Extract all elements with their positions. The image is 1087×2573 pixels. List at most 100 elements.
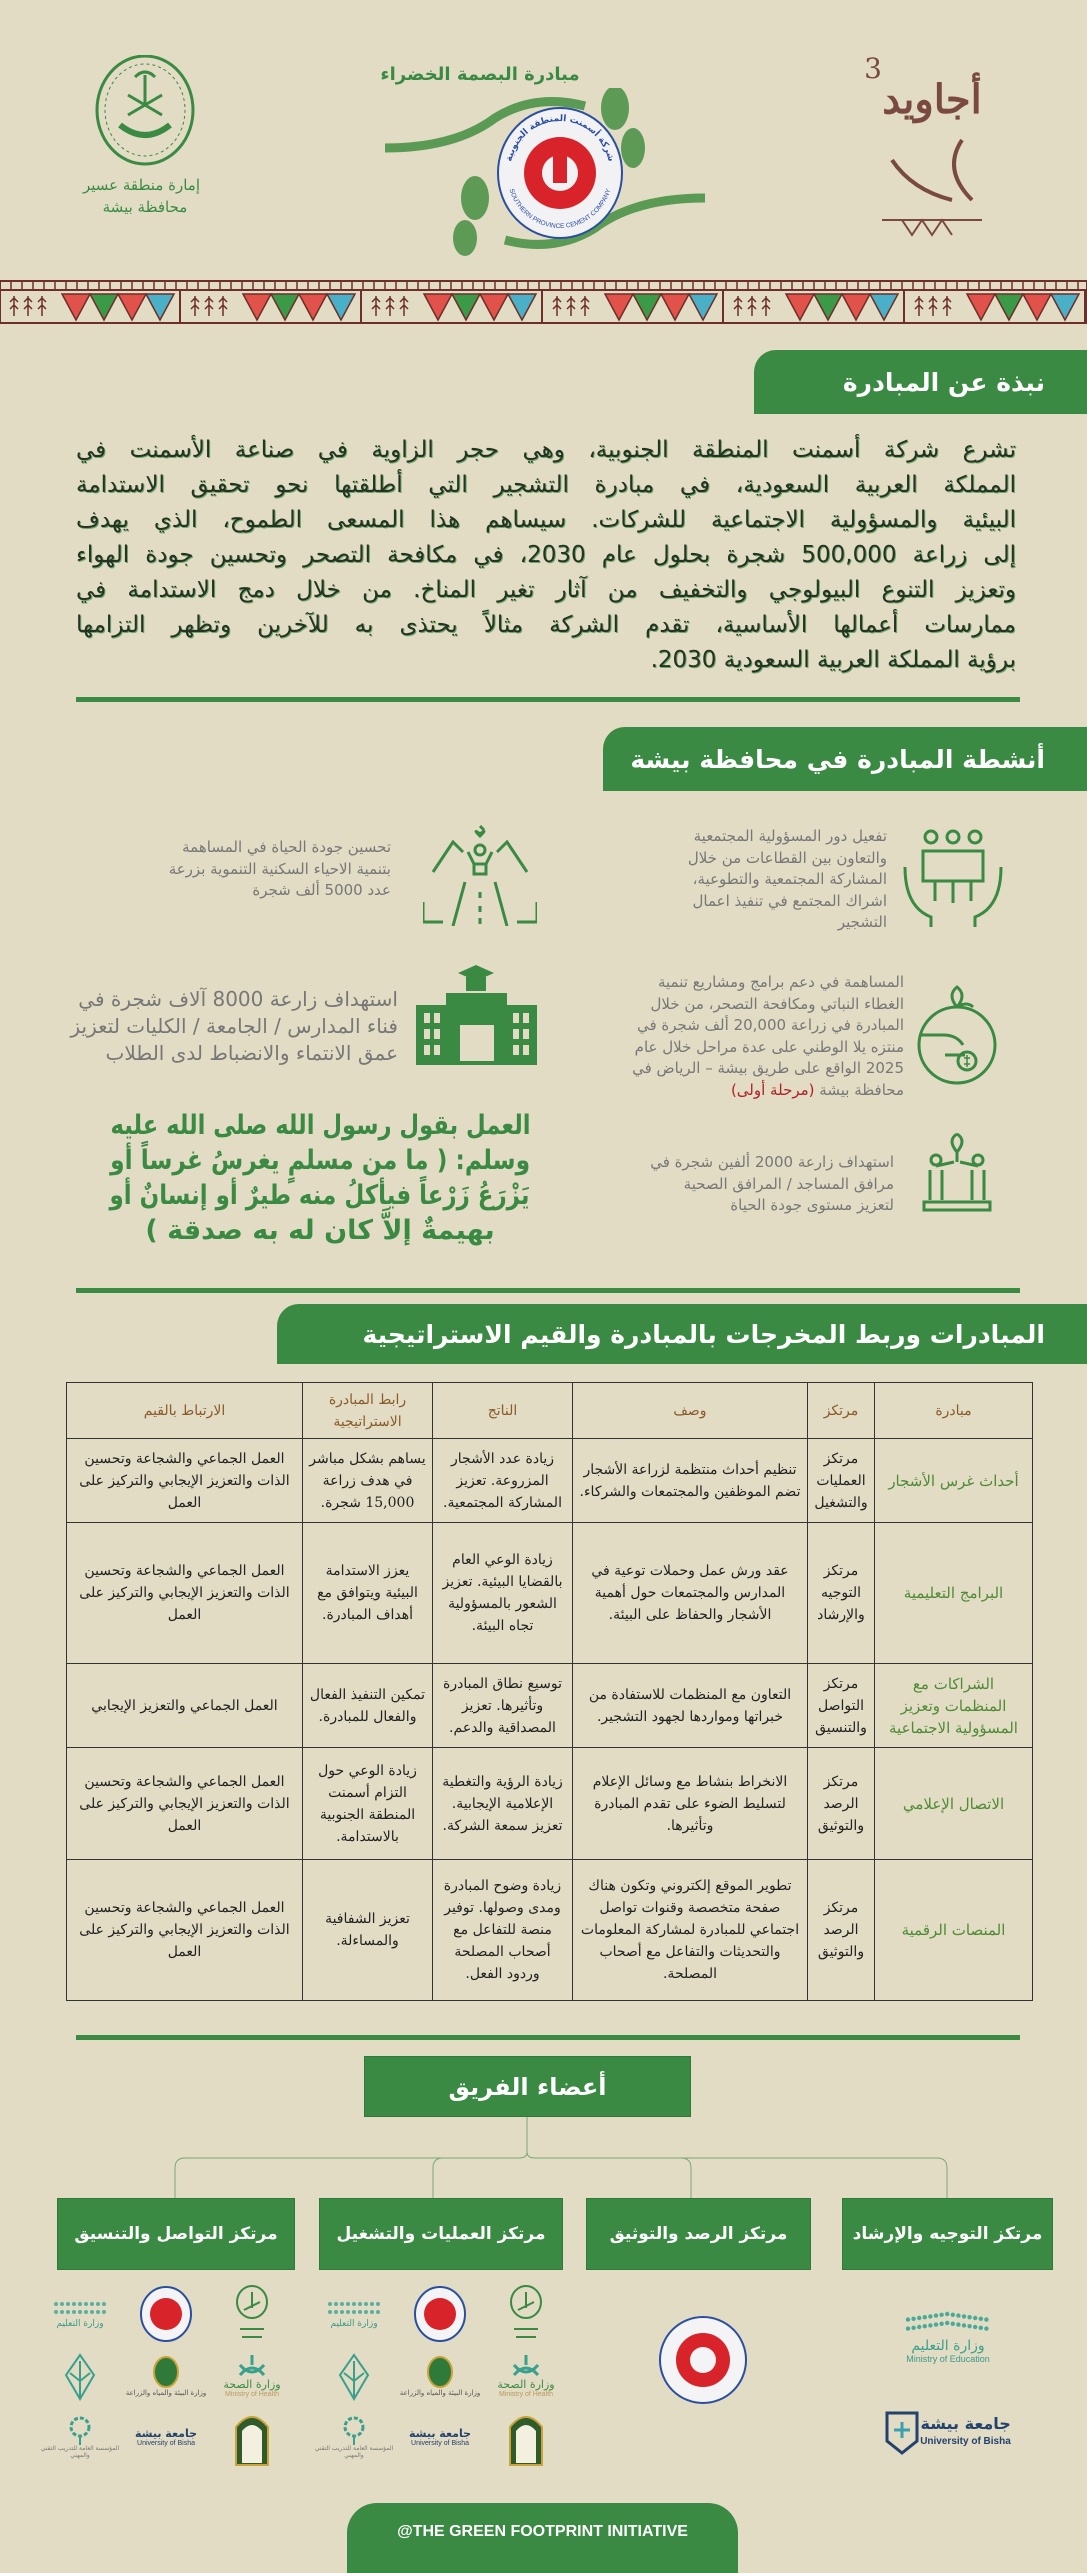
people-planting-icon — [922, 1132, 992, 1220]
sadu-ornament-band — [0, 280, 1087, 324]
activity-line: اشراك المجتمع في تنفيذ اعمال — [692, 891, 887, 910]
activity-line: تحسين جودة الحياة في المساهمة — [182, 838, 391, 856]
islamic-affairs-logo — [484, 2407, 568, 2469]
asir-emirate-logo — [210, 2283, 294, 2345]
activity-line: استهداف زارعة 2000 ألفين شجرة في — [650, 1153, 894, 1171]
header: إمارة منطقة عسير محافظة بيشة مبادرة البصم… — [0, 0, 1087, 330]
school-building-icon — [416, 965, 537, 1069]
table-row: المنصات الرقمية مرتكز الرصد والتوثيق تطوير… — [66, 1859, 1033, 2001]
activity-line: استهداف زارعة 8000 آلاف شجرة في — [78, 987, 398, 1011]
table-cell: العمل الجماعي والشجاعة وتحسين الذات والت… — [66, 1438, 303, 1523]
ajaweed-lettering: أجاويد — [882, 76, 982, 123]
ministry-of-health-logo: وزارة الصحة Ministry of Health — [484, 2345, 568, 2407]
activity-mosques-text: استهداف زارعة 2000 ألفين شجرة في مرافق ال… — [634, 1152, 894, 1217]
section-divider — [76, 1288, 1020, 1293]
table-cell: زيادة عدد الأشجار المزروعة. تعزيز المشار… — [432, 1438, 573, 1523]
paragraph-line: وتعزيز التنوع البيولوجي والتخفيف من آثار… — [76, 577, 1016, 603]
activity-line: والتعاون بين القطاعات من خلال — [687, 848, 887, 867]
ministry-of-education-logo: وزارة التعليم — [38, 2283, 122, 2345]
quote-line: بهيمةٌ إلاَّ كان له به صدقة ) — [145, 1215, 495, 1246]
asir-emirate-lettering: إمارة منطقة عسير محافظة بيشة — [82, 176, 200, 216]
table-cell: المنصات الرقمية — [874, 1859, 1033, 2001]
table-cell: زيادة الوعي حول التزام أسمنت المنطقة الج… — [302, 1747, 433, 1860]
column-header: رابط المبادرة الاستراتيجية — [302, 1382, 433, 1439]
table-cell: مرتكز التواصل والتنسيق — [807, 1663, 875, 1748]
phase-highlight: (مرحلة أولى) — [730, 1080, 815, 1099]
paragraph-line: المملكة العربية السعودية، في مبادرة التش… — [76, 472, 1016, 498]
footer-handle: @THE GREEN FOOTPRINT INITIATIVE — [347, 2503, 738, 2573]
team-center-box: مرتكز الرصد والتوثيق — [586, 2198, 811, 2270]
forestry-center-logo — [38, 2345, 122, 2407]
table-cell: البرامج التعليمية — [874, 1522, 1033, 1664]
table-cell: زيادة وضوح المبادرة ومدى وصولها. توفير م… — [432, 1859, 573, 2001]
table-cell: عقد ورش عمل وحملات توعية في المدارس والم… — [572, 1522, 808, 1664]
activity-park-text: المساهمة في دعم برامج ومشاريع تنمية الغطا… — [614, 972, 904, 1101]
university-of-bisha-logo: جامعة بيشة University of Bisha — [870, 2408, 1025, 2458]
activity-neighborhood-text: تحسين جودة الحياة في المساهمة بتنمية الاح… — [121, 837, 391, 902]
hadith-quote: العمل بقول رسول الله صلى الله عليه وسلم: … — [110, 1108, 530, 1248]
column-header: الارتباط بالقيم — [66, 1382, 303, 1439]
table-cell: مرتكز العمليات والتشغيل — [807, 1438, 875, 1523]
table-row: البرامج التعليمية مرتكز التوجيه والإرشاد ع… — [66, 1522, 1033, 1664]
activity-line: بتنمية الاحياء السكنية التنموية بزرعة — [168, 859, 391, 878]
column-header: مرتكز — [807, 1382, 875, 1439]
column-header: مبادرة — [874, 1382, 1033, 1439]
activity-line: التشجير — [837, 913, 887, 931]
table-cell: العمل الجماعي والشجاعة وتحسين الذات والت… — [66, 1522, 303, 1664]
forestry-center-logo — [312, 2345, 396, 2407]
paragraph-line: ممارسات أعمالها الأساسية، تقدم الشركة مث… — [76, 612, 1016, 638]
table-cell: تنظيم أحداث منتظمة لزراعة الأشجار تضم ال… — [572, 1438, 808, 1523]
table-cell: مرتكز التوجيه والإرشاد — [807, 1522, 875, 1664]
cement-company-logo — [124, 2283, 208, 2345]
activities-section-title: أنشطة المبادرة في محافظة بيشة — [603, 727, 1087, 791]
table-cell: الشراكات مع المنظمات وتعزيز المسؤولية ال… — [874, 1663, 1033, 1748]
table-cell: العمل الجماعي والتعزيز الإيجابي — [66, 1663, 303, 1748]
activity-line: عمق الانتماء والانضباط لدى الطلاب — [105, 1041, 398, 1065]
activity-line: المبادرة في زراعة 20,000 ألف شجرة في — [636, 1016, 904, 1034]
tvtc-logo: المؤسسة العامة للتدريب التقني والمهني — [38, 2407, 122, 2469]
ministry-of-education-logo: وزارة التعليم Ministry of Education — [896, 2300, 1000, 2372]
table-cell: العمل الجماعي والشجاعة وتحسين الذات والت… — [66, 1747, 303, 1860]
table-cell: تعزيز الشفافية والمساءلة. — [302, 1859, 433, 2001]
money-plant-hand-icon — [915, 983, 999, 1091]
activity-line: مرافق المساجد / المرافق الصحية — [683, 1174, 894, 1193]
team-title: أعضاء الفريق — [364, 2056, 691, 2117]
activity-line: منتزه يلا الوطني على عدة مراحل خلال عام — [634, 1037, 904, 1056]
asir-emirate-logo — [484, 2283, 568, 2345]
activity-line: 2025 الواقع على طريق بيشة – الرياض في — [632, 1059, 904, 1077]
activity-line: لتعزيز مستوى جودة الحياة — [730, 1196, 894, 1214]
quote-line: وسلم: ( ما من مسلمٍ يغرسُ غرساً أو — [109, 1145, 530, 1176]
activity-line: الغطاء النباتي ومكافحة التصحر، من خلال — [650, 994, 904, 1013]
paragraph-line: تشرع شركة أسمنت المنطقة الجنوبية، وهي حج… — [76, 437, 1016, 463]
section-divider — [76, 2035, 1020, 2040]
about-paragraph: تشرع شركة أسمنت المنطقة الجنوبية، وهي حج… — [76, 433, 1016, 678]
table-cell: توسيع نطاق المبادرة وتأثيرها. تعزيز المص… — [432, 1663, 573, 1748]
section-divider — [76, 697, 1020, 702]
islamic-affairs-logo — [210, 2407, 294, 2469]
ministry-of-environment-logo: وزارة البيئة والمياه والزراعة — [124, 2345, 208, 2407]
paragraph-line: إلى زراعة 500,000 شجرة بحلول عام 2030، ف… — [76, 542, 1016, 568]
green-footprint-cement-logo: شركة أسمنت المنطقة الجنوبية SOUTHERN PRO… — [384, 86, 706, 258]
activity-community-text: تفعيل دور المسؤولية المجتمعية والتعاون بي… — [647, 826, 887, 934]
table-cell: يساهم بشكل مباشر في هدف زراعة 15,000 شجر… — [302, 1438, 433, 1523]
university-of-bisha-logo: جامعة بيشة University of Bisha — [134, 2426, 198, 2448]
table-cell: الاتصال الإعلامي — [874, 1747, 1033, 1860]
activity-line: المساهمة في دعم برامج ومشاريع تنمية — [657, 973, 904, 991]
table-row: الاتصال الإعلامي مرتكز الرصد والتوثيق الان… — [66, 1747, 1033, 1860]
table-cell: العمل الجماعي والشجاعة وتحسين الذات والت… — [66, 1859, 303, 2001]
table-cell: زيادة الوعي العام بالقضايا البيئية. تعزي… — [432, 1522, 573, 1664]
table-cell: زيادة الرؤية والتغطية الإعلامية الإيجابي… — [432, 1747, 573, 1860]
quote-line: يَزْرَعُ زَرْعاً فيأكلُ منه طيرٌ أو إنسا… — [109, 1180, 530, 1211]
ministry-of-environment-logo: وزارة البيئة والمياه والزراعة — [398, 2345, 482, 2407]
team-center-box: مرتكز العمليات والتشغيل — [319, 2198, 563, 2270]
asir-emirate-logo: إمارة منطقة عسير محافظة بيشة — [82, 54, 200, 230]
neighborhood-road-icon — [421, 822, 539, 930]
paragraph-line: برؤية المملكة العربية السعودية 2030. — [650, 647, 1016, 673]
cement-company-logo — [398, 2283, 482, 2345]
table-row: أحداث غرس الأشجار مرتكز العمليات والتشغيل… — [66, 1438, 1033, 1523]
activity-schools-text: استهداف زارعة 8000 آلاف شجرة في فناء المد… — [68, 986, 398, 1067]
activity-line: فناء المدارس / الجامعة / الكليات لتعزيز — [70, 1014, 398, 1038]
tvtc-logo: المؤسسة العامة للتدريب التقني والمهني — [312, 2407, 396, 2469]
column-header: وصف — [572, 1382, 808, 1439]
ministry-of-health-logo: وزارة الصحة Ministry of Health — [210, 2345, 294, 2407]
